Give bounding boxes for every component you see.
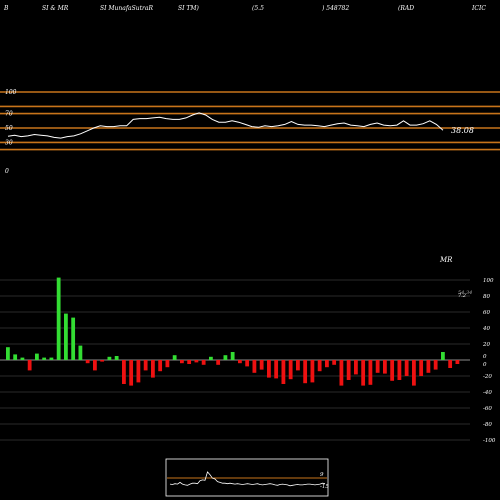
mrsi-bar	[35, 353, 39, 360]
mrsi-tick-label: 0	[483, 362, 487, 368]
mrsi-bar	[274, 360, 279, 379]
header-item: SI MunafaSutraR	[100, 5, 153, 12]
mrsi-bar	[13, 354, 18, 360]
mrsi-bar	[93, 360, 97, 371]
rsi-tick-label: 0	[5, 168, 9, 175]
mrsi-tick-label: 60	[483, 310, 490, 316]
mrsi-bar	[122, 360, 126, 384]
mrsi-tick-label: -40	[483, 390, 492, 396]
mrsi-bar	[426, 360, 431, 373]
mrsi-overlay-label: 54.34	[458, 290, 472, 296]
mrsi-tick-label: 80	[483, 294, 490, 300]
mrsi-bar	[100, 360, 105, 362]
mrsi-tick-label: -80	[483, 422, 492, 428]
mrsi-bar	[325, 360, 329, 368]
mrsi-bar	[433, 360, 438, 370]
mrsi-bar	[27, 360, 32, 371]
mrsi-tick-label: -60	[483, 406, 492, 412]
mrsi-bar	[368, 360, 373, 385]
mrsi-bar	[412, 360, 416, 386]
rsi-series-line	[7, 112, 444, 139]
mrsi-bar	[419, 360, 424, 376]
mini-tick-label: -15	[320, 484, 329, 490]
rsi-tick-label: 30	[5, 139, 13, 146]
mrsi-bar	[361, 360, 366, 386]
mrsi-tick-label: 40	[482, 326, 490, 332]
mrsi-bar	[187, 360, 192, 364]
mrsi-bar	[346, 360, 351, 380]
mrsi-bar	[42, 357, 47, 360]
mrsi-bar	[441, 352, 445, 360]
rsi-tick-label: 50	[5, 125, 13, 132]
mrsi-bar	[6, 347, 10, 360]
mrsi-bar	[216, 360, 221, 365]
mrsi-bar	[64, 313, 68, 360]
mrsi-bar	[20, 357, 25, 360]
mrsi-bar	[151, 360, 155, 378]
mini-tick-label: 9	[320, 472, 324, 478]
mrsi-bar	[71, 317, 76, 360]
mrsi-tick-label: 0	[483, 354, 487, 360]
header-item: (RAD	[398, 5, 415, 12]
mrsi-bar	[252, 360, 257, 373]
mrsi-bar	[180, 360, 184, 364]
mrsi-title: MR	[439, 256, 453, 264]
mrsi-bar	[201, 360, 206, 365]
mrsi-bar	[158, 360, 163, 372]
mrsi-bar	[85, 360, 90, 364]
mrsi-bar	[288, 360, 293, 380]
mrsi-bar	[448, 360, 453, 368]
mrsi-bar	[296, 360, 300, 371]
header-item: ICIC	[472, 5, 486, 12]
mrsi-bar	[49, 357, 54, 360]
mrsi-bar	[317, 360, 322, 372]
mrsi-last-value-label: 7.2	[458, 293, 466, 299]
header-item: B	[4, 5, 9, 12]
mrsi-bar	[165, 360, 170, 368]
mrsi-bar	[310, 360, 315, 383]
mrsi-bar	[339, 360, 344, 386]
mrsi-bar	[404, 360, 409, 376]
mrsi-bar	[281, 360, 286, 384]
mrsi-bar	[209, 356, 213, 360]
mrsi-bar	[129, 360, 134, 386]
rsi-tick-label: 70	[5, 111, 13, 118]
mrsi-bar	[143, 360, 148, 371]
mrsi-bar	[56, 277, 61, 360]
mrsi-bar	[383, 360, 387, 374]
mrsi-tick-label: -20	[483, 374, 492, 380]
rsi-tick-label: 100	[5, 89, 17, 96]
mrsi-tick-label: 100	[483, 278, 494, 284]
mrsi-bar	[332, 360, 337, 365]
mrsi-bar	[172, 355, 177, 360]
header-item: SI TM)	[178, 5, 199, 12]
mrsi-tick-label: -100	[483, 438, 496, 444]
mrsi-bar	[303, 360, 308, 384]
mini-price-line	[169, 471, 326, 487]
mrsi-bar	[375, 360, 380, 373]
mrsi-bar	[397, 360, 402, 380]
mrsi-bar	[259, 360, 264, 370]
mrsi-tick-label: 20	[482, 342, 490, 348]
mrsi-bar	[390, 360, 395, 381]
mrsi-bar	[78, 345, 83, 360]
mrsi-bar	[238, 360, 242, 364]
header-item: SI & MR	[42, 5, 69, 12]
mrsi-bar	[245, 360, 250, 367]
mrsi-bar	[267, 360, 271, 378]
mrsi-bar	[223, 355, 228, 360]
mrsi-bar	[114, 356, 119, 360]
mrsi-bar	[194, 360, 199, 363]
header-item: ) 548782	[322, 5, 350, 12]
mrsi-bar	[107, 356, 112, 360]
mrsi-bar	[354, 360, 358, 375]
mrsi-bar	[136, 360, 141, 383]
header-item: (5.5	[252, 5, 264, 12]
rsi-last-value-label: 38.08	[451, 126, 474, 135]
mrsi-bar	[455, 360, 460, 364]
mrsi-bar	[230, 352, 235, 360]
